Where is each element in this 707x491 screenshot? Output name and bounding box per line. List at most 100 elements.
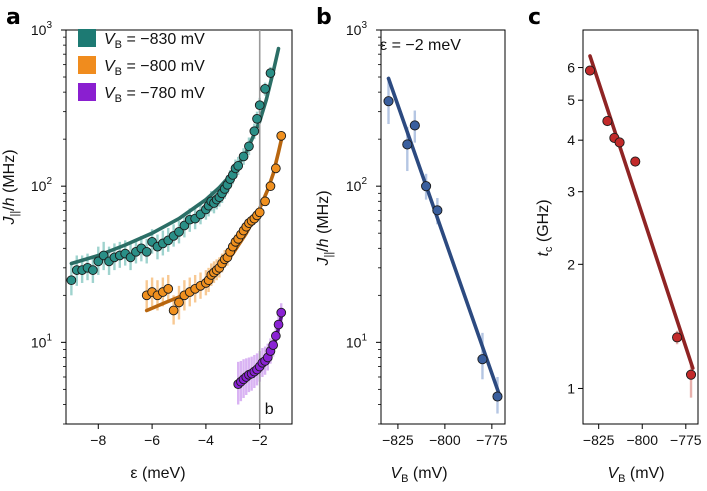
panel-c-points [584,65,697,380]
data-point [630,156,641,167]
x-tick-label: −8 [90,432,106,448]
data-point [409,120,420,131]
y-tick-label: 103 [31,20,53,38]
panel-letter-c: c [528,5,541,30]
plot-frame [582,29,699,425]
x-tick-label: −825 [583,432,615,448]
data-point [168,305,179,316]
plot-frame [65,29,293,425]
data-point [141,246,152,257]
panel-c-fit-line [588,54,695,371]
svg-text:J||/h (MHz): J||/h (MHz) [315,190,335,266]
data-point [88,265,98,275]
x-tick-label: −6 [144,432,160,448]
y-tick-label: 4 [567,132,575,148]
y-tick-label: 1 [567,380,575,396]
data-point [477,354,488,365]
reference-vline-label: b [265,401,274,418]
data-point [174,297,184,308]
panel-b-axes: −825 −800 −775 101 102 103 [346,20,508,448]
panel-letter-b: b [316,5,332,30]
panel-c: c −825 −800 −775 1 2 3 4 5 6 VB (mV) tc (GHz) [528,5,702,485]
legend-swatch [78,83,96,101]
data-point [244,141,254,152]
data-point [254,100,265,111]
legend-swatch [78,29,96,47]
y-tick-label: 6 [567,60,575,76]
data-point [614,137,625,148]
data-point [265,68,276,78]
data-point [584,65,596,76]
y-tick-label: 101 [346,332,368,350]
data-point [602,116,613,127]
legend-label: VB = −800 mV [104,58,205,78]
data-point [271,163,281,174]
legend-label: VB = −780 mV [104,85,205,105]
data-point [93,256,104,267]
data-point [66,275,77,286]
y-tick-label: 101 [31,332,53,350]
data-point [254,207,265,218]
data-point [421,181,432,192]
panel-a-legend: VB = −830 mV VB = −800 mV VB = −780 mV [78,29,205,105]
y-tick-label: 102 [31,176,53,194]
fit-line [588,54,695,371]
panel-a-reference-line: b [258,30,274,424]
data-point [492,391,503,402]
data-point [402,139,413,150]
panel-c-axes: −825 −800 −775 1 2 3 4 5 6 [567,29,702,448]
panel-b: b −825 −800 −775 101 102 103 ε = −2 meV VB (m… [315,5,508,485]
panel-c-x-axis-title: VB (mV) [607,465,664,485]
fit-line [386,76,502,397]
data-point [276,130,287,141]
panel-b-points [383,96,503,402]
y-tick-label: 5 [567,92,575,108]
svg-text:tc (GHz): tc (GHz) [535,199,555,256]
panel-a-points [66,68,287,389]
data-point [174,226,184,237]
data-point [268,340,279,350]
data-point [432,205,443,216]
data-point [163,284,174,294]
data-point [271,331,281,341]
panel-b-y-axis-title: J||/h (MHz) [315,190,335,266]
data-point [273,319,284,330]
y-tick-label: 2 [567,256,575,272]
data-point [260,83,270,94]
data-point [672,332,683,343]
data-point [685,369,697,380]
x-tick-label: −2 [252,432,268,448]
data-point [249,126,260,137]
legend-swatch [78,56,96,74]
x-tick-label: −775 [476,432,508,448]
legend-label: VB = −830 mV [104,31,205,51]
data-point [233,160,244,171]
plot-frame [380,29,506,425]
x-tick-label: −825 [382,432,414,448]
x-tick-label: −4 [198,432,214,448]
panel-c-y-axis-title: tc (GHz) [535,199,555,256]
panel-a-y-axis-title: J||/h (MHz) [1,149,21,225]
data-point [98,250,109,261]
data-point [383,96,394,107]
panel-b-fit-line [386,76,502,397]
y-tick-label: 102 [346,176,368,194]
data-point [238,151,249,162]
x-tick-label: −775 [670,432,702,448]
svg-text:J||/h (MHz): J||/h (MHz) [1,149,21,225]
x-tick-label: −800 [626,432,658,448]
panel-letter-a: a [6,5,21,30]
y-tick-label: 103 [346,20,368,38]
panel-a-axes: −8 −6 −4 −2 101 102 103 [31,20,293,448]
data-point [265,181,276,192]
y-tick-label: 3 [567,184,575,200]
panel-b-x-axis-title: VB (mV) [390,465,447,485]
data-point [252,113,262,124]
x-tick-label: −800 [429,432,461,448]
panel-a-x-axis-title: ε (meV) [130,465,185,482]
panel-b-annotation: ε = −2 meV [380,37,461,54]
data-point [276,307,287,318]
data-point [260,196,270,207]
